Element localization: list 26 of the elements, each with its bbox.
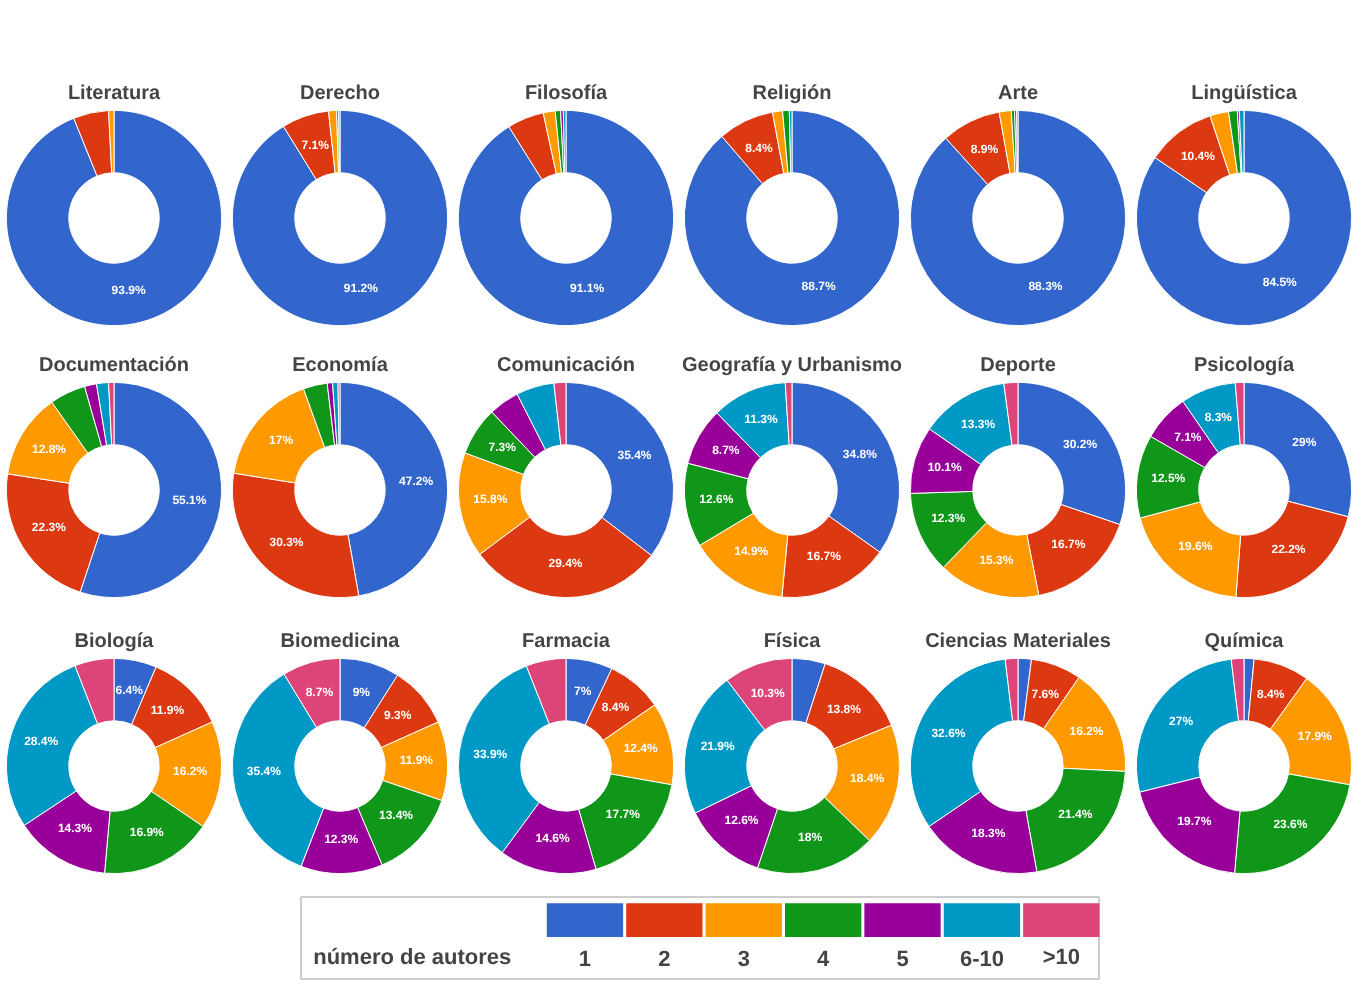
legend-label: 2 [658, 947, 671, 972]
chart-title: Lingüística [1191, 83, 1298, 105]
legend-label: 6-10 [959, 947, 1004, 972]
chart-title: Arte [998, 83, 1039, 105]
chart-title: Filosofía [524, 83, 608, 105]
legend-label: 5 [896, 947, 909, 972]
chart-title: Biología [74, 631, 155, 653]
legend-title: número de autores [313, 945, 512, 970]
chart-title: Química [1204, 631, 1285, 653]
legend-label: >10 [1042, 945, 1080, 970]
chart-title: Geografía y Urbanismo [681, 355, 903, 377]
chart-title: Farmacia [522, 631, 611, 653]
chart-title: Física [763, 631, 822, 653]
chart-title: Comunicación [497, 355, 635, 377]
chart-title: Derecho [299, 83, 381, 105]
chart-title: Ciencias Materiales [925, 631, 1112, 653]
chart-title: Literatura [67, 83, 161, 105]
legend-label: 1 [578, 947, 592, 972]
chart-title: Biomedicina [280, 631, 401, 653]
legend-label: 4 [817, 947, 832, 972]
chart-title: Religión [752, 83, 832, 105]
chart-title: Deporte [980, 355, 1057, 377]
chart-title: Documentación [38, 355, 190, 377]
chart-title: Psicología [1193, 355, 1295, 377]
chart-title: Economía [292, 355, 389, 377]
legend-label: 3 [737, 947, 750, 972]
